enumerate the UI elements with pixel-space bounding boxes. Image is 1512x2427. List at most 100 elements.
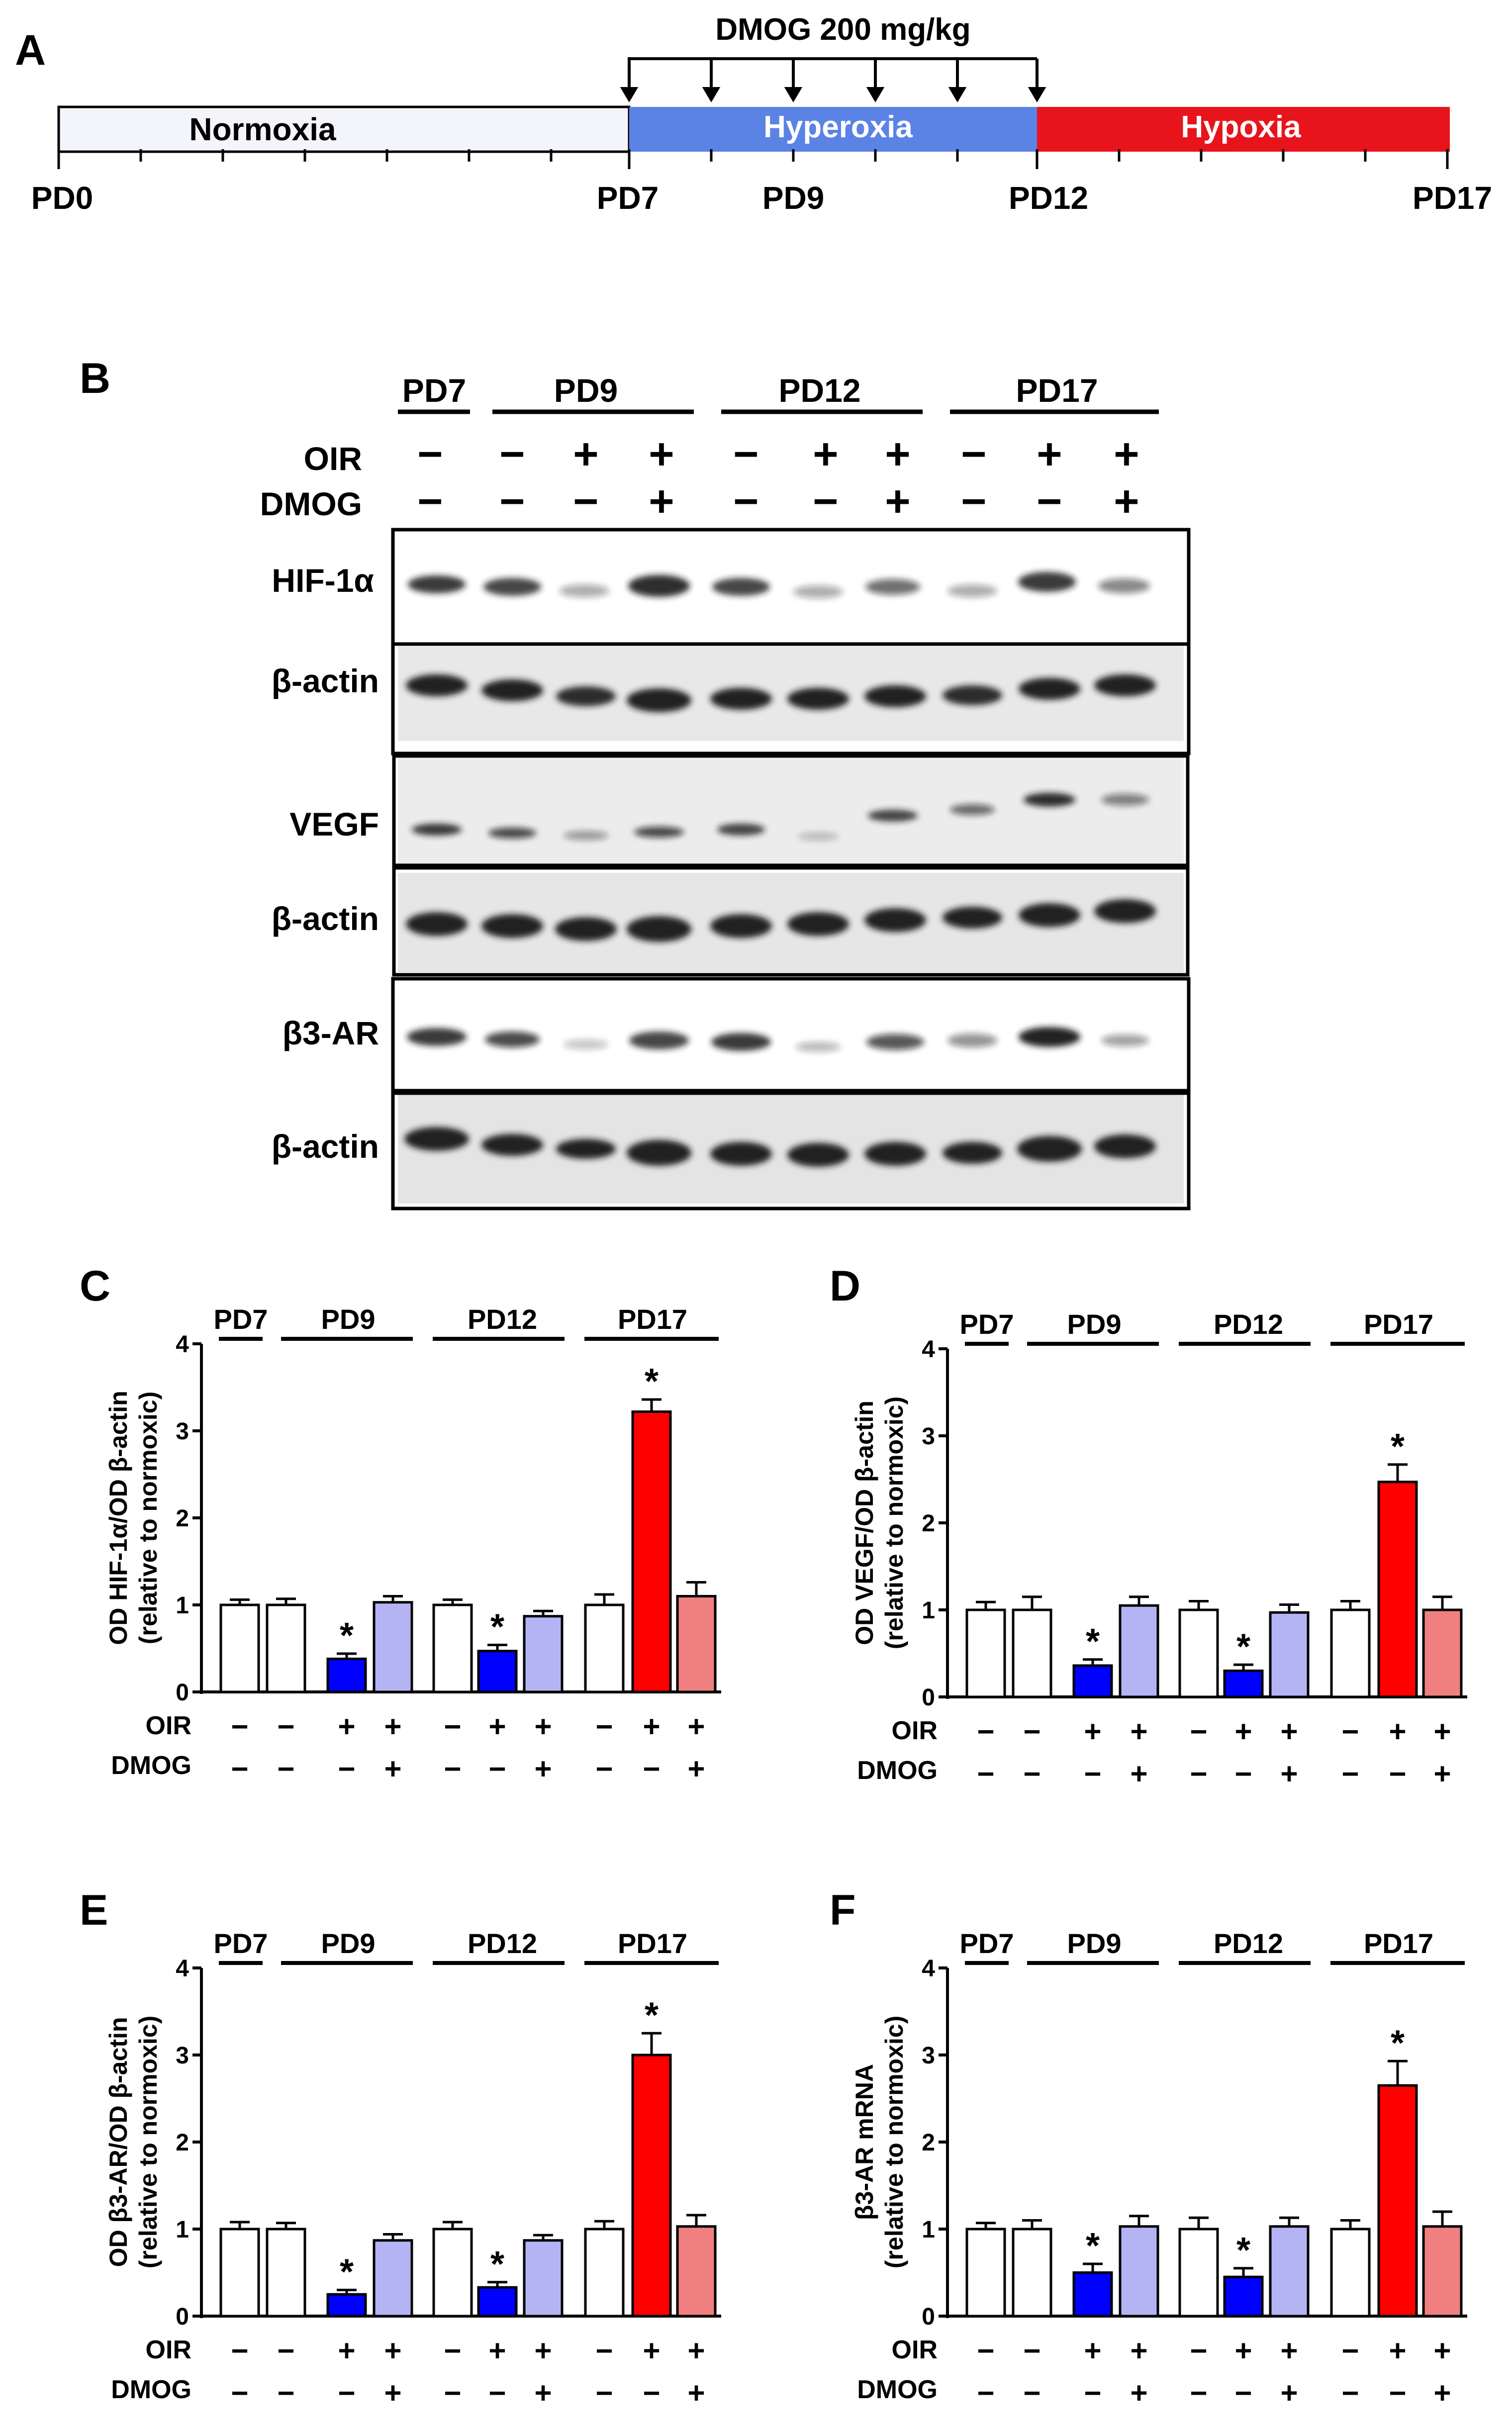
dmog-sign: − [231,2376,248,2410]
hypoxia-label: Hypoxia [1181,110,1301,144]
bar [1012,1608,1052,1698]
y-tick-label: 2 [922,1510,935,1537]
dmog-dose-label: DMOG 200 mg/kg [715,12,970,47]
group-label: PD7 [960,1928,1014,1959]
blot-oir-sign: + [1037,429,1062,478]
y-tick-label: 3 [176,1418,189,1445]
bar [1377,2084,1418,2318]
group-label: PD17 [618,1304,687,1335]
blot-oir-sign: + [573,429,598,478]
chart-vegf: OD VEGF/OD β-actin (relative to normoxic)… [850,1308,1467,1790]
oir-sign: + [687,2334,705,2367]
dmog-sign: + [1280,2376,1298,2410]
dmog-sign: − [338,1752,355,1785]
normoxia-bar [57,105,631,153]
significance-star: * [1236,2231,1250,2270]
oir-sign: − [977,2334,994,2367]
dmog-sign: − [444,2376,461,2410]
blot-dmog-sign: − [1037,476,1062,526]
group-label: PD9 [1067,1308,1122,1340]
blot-dmog-sign: − [417,476,443,526]
significance-star: * [1391,1427,1405,1467]
blot-oir-sign: + [649,429,674,478]
y-axis-title: OD VEGF/OD β-actin [850,1400,878,1645]
group-label: PD9 [1067,1928,1122,1959]
bar [965,2228,1006,2318]
panel-e: E OD β3-AR/OD β-actin (relative to normox… [80,1886,721,2410]
y-tick-label: 2 [176,2130,189,2156]
blot-dmog-sign: + [1114,476,1139,526]
oir-sign: + [338,2334,355,2367]
bar [432,2228,473,2318]
bar [1422,1608,1463,1698]
blot-label-hif1a: HIF-1α [272,562,374,599]
dmog-sign: + [1433,2376,1451,2410]
oir-sign: − [1023,2334,1040,2367]
blot-dmog-sign: − [573,476,598,526]
group-label: PD12 [1214,1928,1283,1959]
blot-timepoint-headers: PD7 PD9 PD12 PD17 [398,372,1159,414]
y-tick-label: 0 [176,2304,189,2330]
blot-label-vegf: VEGF [289,806,379,842]
significance-star: * [1086,2226,1100,2266]
oir-sign: + [643,1710,660,1743]
dmog-sign: + [687,2376,705,2410]
oir-sign: − [231,1710,248,1743]
y-tick-label: 2 [176,1505,189,1532]
dmog-sign: − [1389,1757,1406,1790]
oir-sign: + [1234,2334,1252,2367]
bar [1072,2271,1113,2318]
bar [1012,2228,1052,2318]
blot-dmog-sign: − [813,476,838,526]
dmog-sign: − [231,1752,248,1785]
y-tick-label: 4 [922,1336,935,1363]
oir-sign: + [1280,2334,1298,2367]
bar [477,1650,518,1693]
significance-star: * [645,1995,659,2035]
dmog-sign: − [1234,2376,1252,2410]
oir-sign: + [687,1710,705,1743]
blot-oir-sign: − [961,429,986,478]
y-axis-title: OD β3-AR/OD β-actin [104,2017,132,2267]
day-label-pd9: PD9 [762,180,825,216]
y-tick-label: 3 [922,2043,935,2069]
bar [631,2054,672,2318]
oir-sign: − [977,1715,994,1748]
significance-star: * [340,1616,354,1656]
dmog-sign: − [595,2376,613,2410]
bar [1269,2225,1310,2318]
normoxia-label: Normoxia [189,111,336,147]
bar [1178,2228,1219,2318]
oir-sign: − [1341,2334,1359,2367]
dmog-sign: − [1341,2376,1359,2410]
blot-dmog-sign: − [961,476,986,526]
panel-label-c: C [80,1262,110,1310]
bar [373,1601,413,1693]
blot-label-b3ar: β3-AR [283,1015,379,1051]
blot-oir-sign: − [733,429,758,478]
bar [219,2228,260,2318]
y-tick-label: 1 [176,1592,189,1619]
bar [219,1603,260,1693]
bar [1178,1608,1219,1698]
dmog-row-label: DMOG [857,2375,938,2404]
panel-label-f: F [830,1886,856,1934]
significance-star: * [490,1607,504,1647]
significance-star: * [1086,1622,1100,1662]
bar [676,1595,717,1693]
blot-protein-labels: HIF-1α β-actin VEGF β-actin β3-AR β-acti… [272,562,379,1165]
day-label-pd12: PD12 [1009,180,1088,216]
oir-sign: − [595,2334,613,2367]
oir-sign: + [1130,1715,1147,1748]
y-axis-subtitle: (relative to normoxic) [880,1397,908,1649]
bar [1072,1664,1113,1698]
blot-oir-label: OIR [304,440,362,477]
dmog-sign: − [488,1752,506,1785]
oir-sign: + [488,2334,506,2367]
dmog-sign: + [1280,1757,1298,1790]
bar [1422,2225,1463,2318]
panel-d: D OD VEGF/OD β-actin (relative to normoxi… [830,1262,1467,1790]
oir-sign: − [1023,1715,1040,1748]
y-tick-label: 0 [922,1684,935,1711]
oir-sign: + [338,1710,355,1743]
